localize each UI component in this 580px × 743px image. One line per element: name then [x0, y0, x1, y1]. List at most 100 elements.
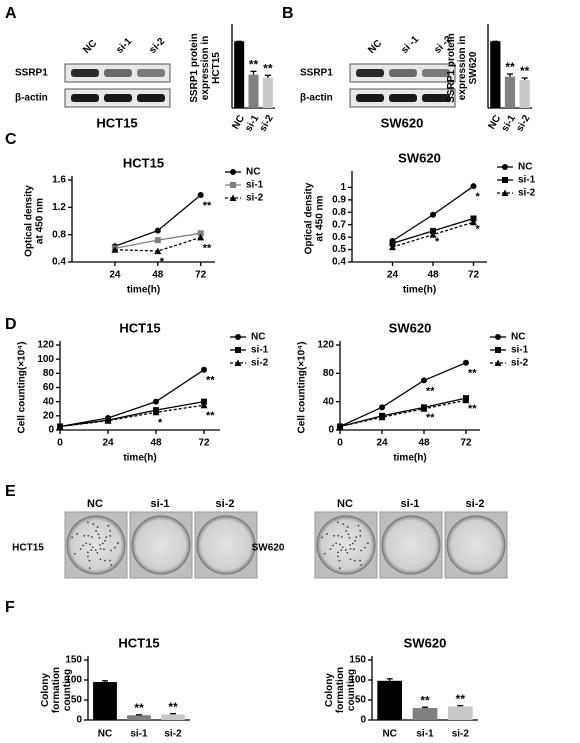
colony-dot: [109, 530, 112, 532]
colony-dot: [96, 526, 99, 528]
marker: [502, 164, 508, 170]
marker: [462, 396, 470, 404]
colony-dot: [79, 548, 82, 550]
blot-band: [137, 69, 165, 77]
colony-dot: [92, 523, 95, 526]
well: [446, 515, 506, 575]
marker: [389, 243, 396, 251]
marker: [230, 182, 236, 188]
chart-title: SW620: [398, 150, 441, 165]
significance: **: [468, 403, 477, 415]
marker: [154, 247, 162, 255]
y-tick-label: 80: [43, 368, 55, 379]
x-tick-label: 24: [102, 438, 114, 449]
x-axis-label: time(h): [403, 285, 436, 296]
colony-dot: [101, 542, 104, 545]
significance: **: [203, 200, 212, 212]
colony-dot: [110, 563, 113, 566]
y-tick-label: 100: [65, 675, 82, 686]
colony-dot: [337, 534, 340, 537]
colony-dot: [94, 549, 97, 551]
y-tick-label: 80: [323, 368, 335, 379]
y-axis-label: SSRP1 proteinexpression inHCT15: [189, 33, 222, 102]
y-axis-label: Colonyformationcounting: [324, 667, 357, 713]
colony-dot: [344, 549, 347, 551]
x-axis-label: time(h): [393, 453, 426, 464]
y-tick-label: 100: [349, 675, 366, 686]
colony-dot: [86, 551, 89, 554]
y-tick-label: 50: [355, 695, 367, 706]
series-line: [59, 404, 205, 428]
blot-title: HCT15: [96, 115, 137, 130]
colony-dot: [85, 542, 88, 545]
colony-dot: [341, 546, 344, 549]
marker: [234, 359, 242, 366]
colony-dot: [98, 536, 101, 539]
y-tick-label: 0.8: [332, 207, 346, 218]
colony-dot: [95, 530, 97, 532]
colony-dot: [354, 559, 356, 562]
y-tick-label: 1.2: [52, 202, 66, 213]
blot-band: [422, 69, 450, 77]
x-tick-label: NC: [382, 729, 396, 740]
marker: [378, 413, 386, 421]
lane-label: NC: [81, 38, 99, 56]
legend-label: NC: [511, 332, 525, 343]
marker: [197, 233, 205, 241]
blot-band: [137, 94, 165, 102]
colony-dot: [340, 536, 343, 538]
y-tick-label: 1: [340, 182, 346, 193]
legend-label: si-2: [251, 358, 269, 369]
colony-dot: [338, 559, 341, 562]
y-tick-label: 100: [37, 354, 54, 365]
colony-dot: [73, 552, 76, 555]
significance: **: [456, 692, 466, 706]
blot-band: [389, 69, 417, 77]
bar: [412, 708, 438, 720]
bar: [519, 80, 530, 108]
significance: *: [435, 236, 440, 248]
x-tick-label: 0: [337, 438, 343, 449]
significance: **: [505, 60, 515, 74]
colony-dot: [104, 539, 106, 542]
colony-dot: [89, 543, 91, 546]
x-tick-label: NC: [98, 729, 112, 740]
colony-dot: [113, 546, 116, 549]
colony-dot: [353, 548, 355, 551]
marker: [197, 192, 204, 199]
marker: [429, 231, 437, 238]
chart-title: HCT15: [123, 155, 164, 170]
chart-title: SW620: [404, 635, 447, 650]
significance: **: [249, 58, 259, 72]
y-tick-label: 120: [37, 340, 54, 351]
marker: [336, 422, 344, 430]
x-tick-label: 72: [195, 270, 207, 281]
x-tick-label: si-1: [500, 113, 518, 134]
lane-label: si-2: [147, 36, 167, 56]
chart-title: HCT15: [118, 635, 159, 650]
legend-label: NC: [251, 332, 265, 343]
x-axis-label: time(h): [127, 285, 160, 296]
panel-letter: F: [5, 599, 15, 616]
colony-dot: [83, 534, 86, 537]
x-tick-label: 72: [198, 438, 210, 449]
colony-dot: [99, 544, 101, 546]
colony-dot: [363, 546, 366, 549]
colony-dot: [326, 533, 328, 535]
legend-label: si-1: [251, 345, 269, 356]
x-tick-label: 48: [418, 438, 430, 449]
bar: [377, 680, 403, 720]
x-tick-label: si-1: [416, 729, 434, 740]
lane-label: si-1: [114, 36, 134, 56]
significance: **: [468, 368, 477, 380]
y-axis-label: SSRP1 proteinexpression inSW620: [446, 33, 479, 102]
y-axis-label: Colonyformationcounting: [40, 667, 73, 713]
bar: [504, 76, 516, 108]
colony-dot: [88, 567, 91, 570]
colony-dot: [104, 559, 106, 562]
colony-dot: [110, 549, 112, 552]
legend-label: si-2: [246, 193, 264, 204]
panel-letter: A: [5, 5, 17, 22]
